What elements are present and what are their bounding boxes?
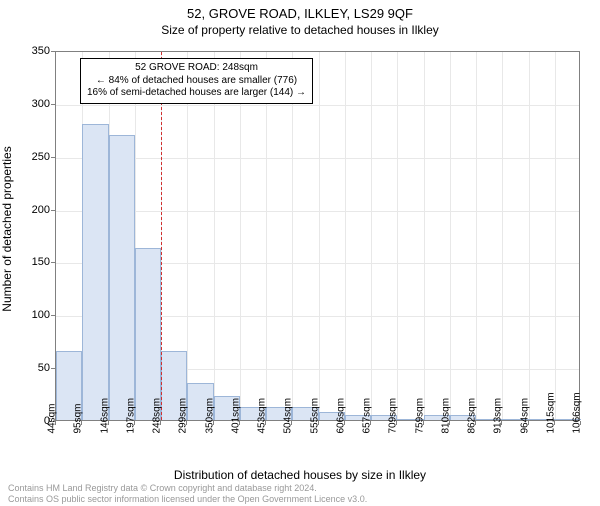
annotation-line-2: ← 84% of detached houses are smaller (77… xyxy=(87,75,306,88)
copyright-line-1: Contains HM Land Registry data © Crown c… xyxy=(8,483,367,494)
x-axis-label: Distribution of detached houses by size … xyxy=(0,468,600,482)
histogram-bar xyxy=(135,248,161,420)
histogram-bar xyxy=(82,124,108,420)
y-tick-label: 200 xyxy=(10,204,50,216)
copyright-notice: Contains HM Land Registry data © Crown c… xyxy=(8,483,367,505)
y-axis-label: Number of detached properties xyxy=(0,146,14,325)
plot-area: 52 GROVE ROAD: 248sqm← 84% of detached h… xyxy=(55,51,580,421)
y-tick-label: 150 xyxy=(10,256,50,268)
y-tick-label: 50 xyxy=(10,362,50,374)
annotation-box: 52 GROVE ROAD: 248sqm← 84% of detached h… xyxy=(80,58,313,104)
histogram-bar xyxy=(109,135,135,420)
annotation-line-3: 16% of semi-detached houses are larger (… xyxy=(87,87,306,100)
y-tick-label: 250 xyxy=(10,151,50,163)
y-tick-label: 100 xyxy=(10,309,50,321)
y-tick-label: 350 xyxy=(10,45,50,57)
annotation-line-1: 52 GROVE ROAD: 248sqm xyxy=(87,62,306,75)
y-tick-label: 300 xyxy=(10,98,50,110)
page-subtitle: Size of property relative to detached ho… xyxy=(0,23,600,37)
chart-container: 52, GROVE ROAD, ILKLEY, LS29 9QF Size of… xyxy=(0,6,600,506)
page-title: 52, GROVE ROAD, ILKLEY, LS29 9QF xyxy=(0,6,600,21)
reference-line xyxy=(161,52,162,420)
y-tick-label: 0 xyxy=(10,415,50,427)
